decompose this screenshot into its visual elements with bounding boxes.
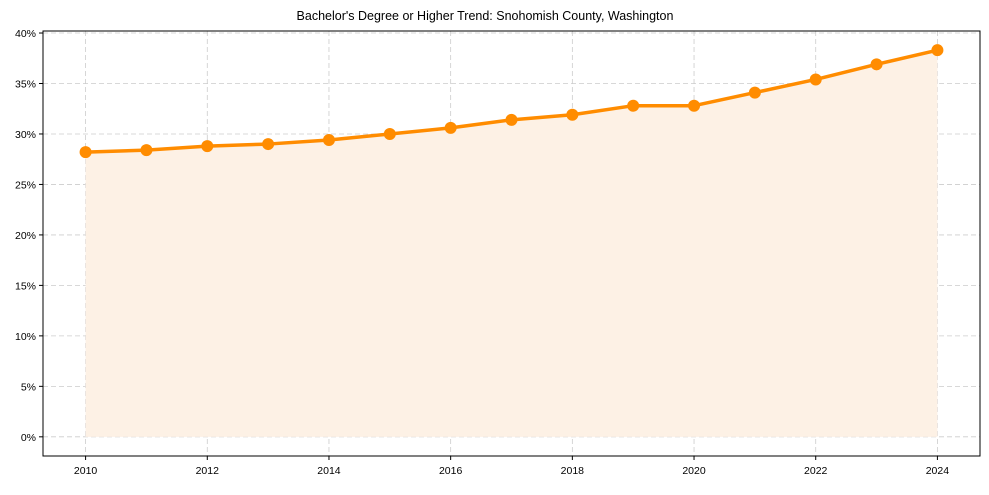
- data-point-marker[interactable]: 2010: 28.2%: [79, 146, 92, 159]
- x-tick-label: 2024: [926, 465, 950, 477]
- x-tick-label: 2018: [561, 465, 585, 477]
- y-tick-label: 20%: [15, 230, 36, 242]
- x-tick-label: 2010: [74, 465, 98, 477]
- data-point-marker[interactable]: 2012: 28.8%: [201, 140, 214, 153]
- data-point-marker[interactable]: 2017: 31.4%: [505, 113, 518, 126]
- y-tick-label: 30%: [15, 129, 36, 141]
- data-point-marker[interactable]: 2011: 28.4%: [140, 144, 153, 157]
- data-point-marker[interactable]: 2019: 32.8%: [627, 99, 640, 112]
- data-point-marker[interactable]: 2014: 29.4%: [322, 134, 335, 147]
- x-axis-ticks: 2010 2012 2014 2016 2018 2020 2022 2024: [74, 456, 949, 477]
- data-point-marker[interactable]: 2021: 34.1%: [748, 86, 761, 99]
- data-markers: 2010: 28.2% 2011: 28.4% 2012: 28.8% 2013: 2…: [79, 44, 944, 159]
- data-point-marker[interactable]: 2015: 30%: [383, 127, 396, 140]
- data-point-marker[interactable]: 2024: 38.3%: [931, 44, 944, 57]
- data-point-marker[interactable]: 2013: 29%: [262, 138, 275, 151]
- data-point-marker[interactable]: 2018: 31.9%: [566, 108, 579, 121]
- x-tick-label: 2012: [196, 465, 220, 477]
- x-tick-label: 2016: [439, 465, 463, 477]
- area-fill: [85, 50, 938, 437]
- x-tick-label: 2022: [804, 465, 828, 477]
- data-point-marker[interactable]: 2023: 36.9%: [870, 58, 883, 71]
- y-tick-label: 10%: [15, 331, 36, 343]
- axes-frame: [42, 30, 981, 457]
- data-point-marker[interactable]: 2022: 35.4%: [809, 73, 822, 86]
- chart-title: Bachelor's Degree or Higher Trend: Snoho…: [297, 9, 674, 23]
- data-point-marker[interactable]: 2020: 32.8%: [688, 99, 701, 112]
- y-tick-label: 35%: [15, 78, 36, 90]
- x-tick-label: 2014: [317, 465, 341, 477]
- x-tick-label: 2020: [682, 465, 706, 477]
- y-tick-label: 0%: [21, 432, 36, 444]
- data-point-marker[interactable]: 2016: 30.6%: [444, 121, 457, 134]
- y-tick-label: 40%: [15, 28, 36, 40]
- y-tick-label: 15%: [15, 280, 36, 292]
- y-tick-label: 25%: [15, 179, 36, 191]
- y-tick-label: 5%: [21, 381, 36, 393]
- area-fill-path: [85, 50, 938, 437]
- y-axis-ticks: 0% 5% 10% 15% 20% 25% 30% 35% 40%: [15, 28, 43, 444]
